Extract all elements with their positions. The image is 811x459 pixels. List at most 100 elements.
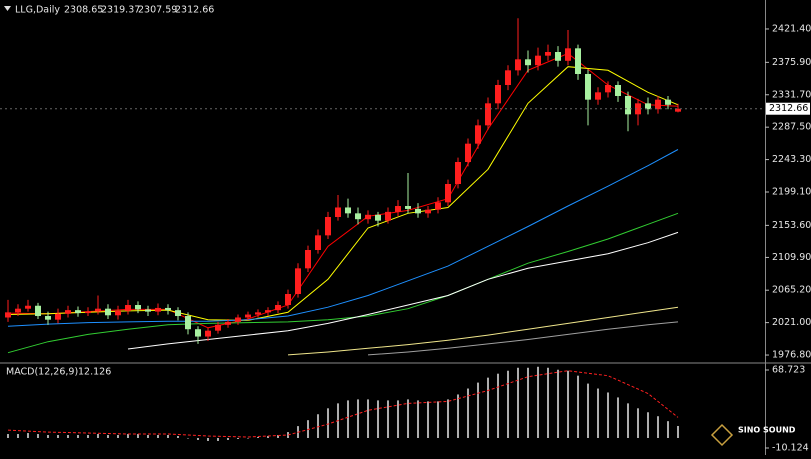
candle-body (365, 214, 371, 220)
histogram-bar (87, 435, 89, 438)
histogram-bar (407, 399, 409, 438)
histogram-bar (357, 399, 359, 438)
histogram-bar (397, 400, 399, 438)
chart-title: LLG,Daily (15, 5, 60, 16)
candle-body (35, 305, 41, 317)
histogram-bar (377, 400, 379, 438)
candle-body (55, 313, 61, 320)
candle-body (325, 217, 331, 236)
candle-body (535, 55, 541, 66)
candle-body (525, 59, 531, 66)
candle-body (455, 162, 461, 185)
histogram-bar (117, 435, 119, 438)
y-tick-label: 2421.40 (772, 23, 811, 34)
histogram-bar (77, 435, 79, 438)
histogram-bar (347, 400, 349, 438)
histogram-bar (617, 397, 619, 438)
y-tick-label: 2065.20 (772, 285, 811, 296)
y-tick-label: 2375.90 (772, 57, 811, 68)
histogram-bar (607, 392, 609, 438)
histogram-bar (167, 435, 169, 438)
price-box (766, 102, 810, 115)
histogram-bar (517, 367, 519, 438)
histogram-bar (207, 437, 209, 441)
histogram-bar (587, 383, 589, 438)
candle-body (555, 51, 561, 61)
candle-body (585, 73, 591, 100)
candle-body (345, 207, 351, 214)
symbol-marker (4, 6, 11, 11)
candle-body (65, 310, 71, 314)
candle-body (655, 99, 661, 110)
histogram-bar (227, 437, 229, 440)
moving-average (7, 66, 679, 321)
candle-body (85, 311, 91, 314)
candle-body (465, 143, 471, 163)
histogram-bar (27, 433, 29, 438)
histogram-bar (597, 388, 599, 438)
histogram-bar (477, 382, 479, 438)
histogram-bar (17, 434, 19, 438)
y-tick-label: 2109.90 (772, 252, 811, 263)
histogram-bar (217, 437, 219, 441)
y-tick-label: 1976.80 (772, 350, 811, 361)
histogram-bar (57, 435, 59, 438)
histogram-bar (257, 436, 259, 438)
y-tick-label: 2153.60 (772, 220, 811, 231)
candle-body (45, 316, 51, 320)
candle-body (595, 92, 601, 100)
histogram-bar (7, 434, 9, 438)
y-tick-label: 2199.10 (772, 187, 811, 198)
candle-body (635, 103, 641, 115)
candle-body (605, 84, 611, 93)
histogram-bar (157, 435, 159, 438)
macd-label: MACD(12,26,9) (6, 367, 78, 378)
ohlc-open: 2308.65 (64, 5, 103, 16)
candle-body (95, 308, 101, 312)
y-tick-label: 2331.70 (772, 89, 811, 100)
candle-body (125, 305, 131, 311)
candle-body (385, 211, 391, 221)
histogram-bar (267, 436, 269, 438)
histogram-bar (197, 437, 199, 440)
histogram-bar (387, 400, 389, 438)
histogram-bar (677, 425, 679, 438)
candle-body (25, 305, 31, 309)
histogram-bar (507, 370, 509, 438)
histogram-bar (147, 435, 149, 438)
histogram-bar (467, 388, 469, 438)
histogram-bar (547, 367, 549, 438)
candle-body (375, 214, 381, 221)
histogram-bar (667, 421, 669, 438)
current-price: 2312.66 (769, 103, 808, 114)
candle-body (175, 310, 181, 317)
histogram-bar (567, 370, 569, 438)
candle-body (115, 310, 121, 316)
histogram-bar (627, 403, 629, 438)
candle-body (235, 317, 241, 322)
histogram-bar (437, 401, 439, 438)
candle-body (285, 294, 291, 306)
candle-body (395, 206, 401, 212)
histogram-bar (137, 434, 139, 438)
histogram-bar (277, 435, 279, 438)
candle-body (615, 84, 621, 97)
candle-body (675, 108, 681, 112)
candle-body (185, 316, 191, 330)
histogram-bar (327, 408, 329, 438)
candle-body (165, 307, 171, 311)
ohlc-low: 2307.59 (138, 5, 177, 16)
histogram-bar (457, 394, 459, 438)
y-tick-label: 2287.50 (772, 122, 811, 133)
candle-body (515, 59, 521, 71)
candle-body (645, 103, 651, 110)
ohlc-high: 2319.37 (101, 5, 140, 16)
candle-body (135, 305, 141, 310)
histogram-bar (107, 435, 109, 438)
candle-body (245, 314, 251, 318)
histogram-bar (527, 367, 529, 438)
y-tick-label: 2021.00 (772, 317, 811, 328)
